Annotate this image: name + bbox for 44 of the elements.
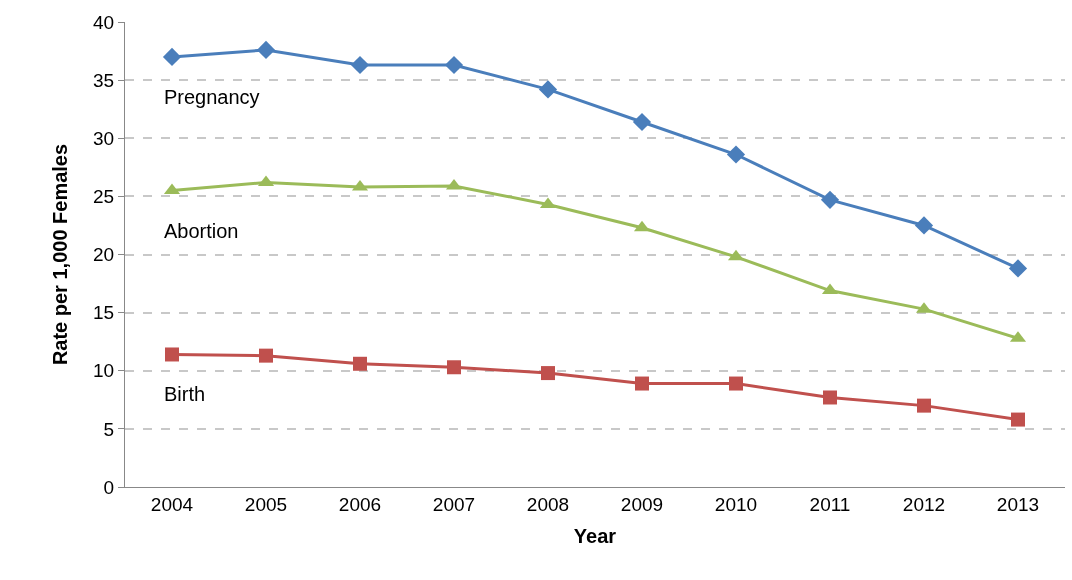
y-tick-label: 35 bbox=[93, 69, 115, 91]
y-tick-label: 20 bbox=[93, 244, 115, 266]
point bbox=[1008, 259, 1028, 278]
point bbox=[823, 390, 837, 405]
x-tick-label: 2008 bbox=[526, 493, 570, 515]
series-label: Birth bbox=[164, 383, 206, 405]
x-tick-label: 2006 bbox=[338, 493, 382, 515]
y-tick-label: 25 bbox=[93, 186, 115, 208]
point bbox=[632, 112, 652, 132]
point bbox=[350, 55, 370, 75]
point bbox=[914, 216, 934, 235]
x-tick-label: 2009 bbox=[620, 493, 664, 515]
x-tick-label: 2005 bbox=[244, 493, 288, 515]
point bbox=[917, 398, 931, 413]
point bbox=[259, 348, 273, 363]
y-tick-label: 15 bbox=[93, 302, 115, 324]
x-tick-label: 2010 bbox=[714, 493, 758, 515]
x-axis-title: Year bbox=[573, 525, 617, 548]
x-tick-label: 2013 bbox=[996, 493, 1040, 515]
point bbox=[726, 145, 746, 164]
y-tick-label: 40 bbox=[93, 11, 115, 33]
y-tick-label: 10 bbox=[93, 360, 115, 382]
point bbox=[353, 356, 367, 371]
point bbox=[447, 360, 461, 375]
y-tick-label: 0 bbox=[103, 476, 115, 498]
y-axis-title: Rate per 1,000 Females bbox=[48, 143, 71, 366]
x-tick-label: 2012 bbox=[902, 493, 946, 515]
y-tick-label: 30 bbox=[93, 127, 115, 149]
point bbox=[256, 40, 276, 59]
point bbox=[635, 376, 649, 391]
series-label: Pregnancy bbox=[164, 86, 260, 108]
point bbox=[538, 80, 558, 99]
point bbox=[729, 376, 743, 391]
y-tick-label: 5 bbox=[103, 418, 115, 440]
point bbox=[444, 55, 464, 75]
point bbox=[541, 366, 555, 381]
point bbox=[162, 47, 182, 66]
series-label: Abortion bbox=[164, 220, 239, 242]
point bbox=[820, 190, 840, 209]
point bbox=[165, 347, 179, 362]
point bbox=[1011, 412, 1025, 427]
x-tick-label: 2011 bbox=[809, 493, 851, 515]
x-tick-label: 2007 bbox=[432, 493, 476, 515]
x-tick-label: 2004 bbox=[150, 493, 194, 515]
